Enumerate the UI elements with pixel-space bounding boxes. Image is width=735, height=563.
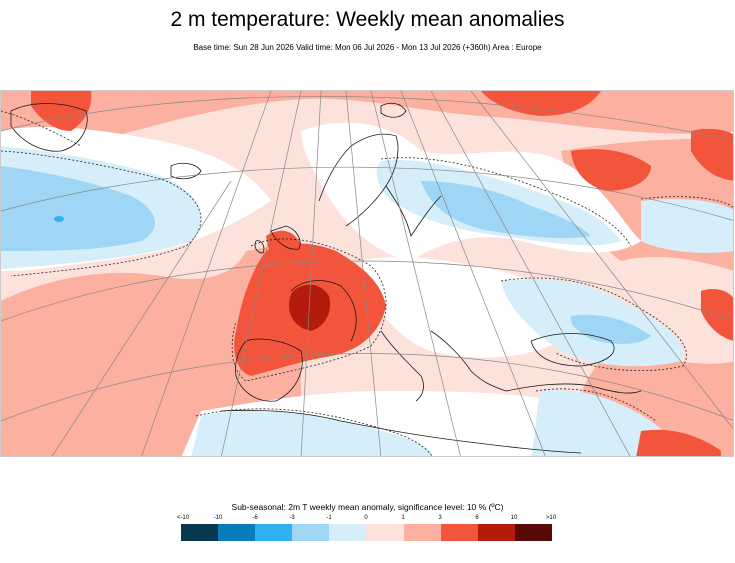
legend-tick: 6 — [475, 515, 479, 521]
legend-tick: -3 — [289, 515, 295, 521]
coastline-north-africa — [220, 409, 582, 454]
legend-swatch-4 — [329, 524, 367, 541]
positive-strong-region-arctic-north — [481, 91, 601, 116]
meridian-1 — [51, 180, 232, 456]
legend-tick: <-10 — [176, 515, 190, 521]
positive-medium-region-atlantic — [1, 241, 301, 456]
legend-swatch-7 — [440, 524, 478, 541]
legend-swatch-0 — [181, 524, 219, 541]
legend-swatch-2 — [255, 524, 293, 541]
graticule — [1, 91, 733, 456]
parallel-1 — [1, 96, 733, 141]
legend-swatch-6 — [403, 524, 441, 541]
meridian-3 — [221, 91, 302, 456]
coastline-iberia — [235, 338, 303, 402]
coastline-ireland — [254, 240, 265, 254]
legend-swatch-5 — [366, 524, 404, 541]
coastline-greenland — [10, 103, 88, 152]
contour-8 — [1, 110, 82, 147]
coastline-norway — [318, 133, 399, 227]
negative-strong-spot — [54, 216, 64, 222]
meridian-7 — [400, 91, 546, 456]
coastline-turkey — [505, 383, 642, 394]
meridian-2 — [141, 91, 272, 456]
legend-tick: -10 — [213, 515, 223, 521]
coastline-black-sea — [530, 333, 615, 367]
parallel-3 — [1, 260, 733, 322]
legend-color-bar — [181, 524, 552, 541]
coastline-italy — [380, 330, 424, 402]
legend-tick: 10 — [510, 515, 518, 521]
coastline-svalbard — [380, 102, 407, 118]
legend-swatch-3 — [292, 524, 330, 541]
coastline-iceland — [170, 162, 202, 180]
anomaly-map — [0, 90, 734, 457]
legend-tick-labels: <-10 -10 -6 -3 -1 0 1 3 6 10 >10 — [0, 515, 735, 525]
parallel-2 — [1, 166, 733, 221]
significance-contours — [1, 110, 733, 456]
legend-tick: 0 — [364, 515, 368, 521]
negative-medium-region-atlantic — [1, 166, 155, 251]
meridian-8 — [430, 91, 631, 456]
chart-subtitle: Base time: Sun 28 Jun 2026 Valid time: M… — [193, 43, 542, 52]
meridian-4 — [300, 91, 322, 456]
contour-2 — [380, 157, 632, 247]
positive-strong-region-urals-east — [691, 128, 733, 181]
meridian-5 — [345, 91, 382, 456]
coastline-france — [290, 280, 357, 342]
positive-strong-region-ural — [571, 149, 651, 191]
legend-tick: >10 — [545, 515, 557, 521]
negative-medium-region-turkey — [570, 314, 651, 344]
legend-swatch-1 — [218, 524, 256, 541]
contour-3 — [231, 238, 387, 382]
legend-tick: -6 — [252, 515, 258, 521]
legend-tick: 1 — [401, 515, 405, 521]
coastline-balkans — [430, 330, 507, 392]
negative-medium-region-russia — [421, 181, 591, 239]
legend-swatch-9 — [514, 524, 552, 541]
chart-title: 2 m temperature: Weekly mean anomalies — [170, 8, 565, 31]
negative-light-region-east — [641, 199, 733, 253]
meridian-6 — [370, 91, 461, 456]
legend-tick: -1 — [326, 515, 332, 521]
contour-6 — [535, 388, 657, 422]
positive-very-strong-region-france — [289, 284, 331, 331]
legend-title: Sub-seasonal: 2m T weekly mean anomaly, … — [231, 502, 504, 512]
legend-swatch-8 — [477, 524, 515, 541]
contour-7 — [640, 196, 733, 208]
coastline-uk — [270, 225, 301, 250]
coastline-sweden-finland — [385, 185, 442, 237]
parallel-4 — [1, 353, 733, 422]
contour-5 — [195, 408, 433, 456]
positive-strong-region-middle-east — [636, 429, 721, 456]
negative-light-region-north-africa — [191, 410, 431, 456]
meridian-9 — [470, 91, 733, 429]
coastlines — [10, 102, 642, 454]
legend-tick: 3 — [438, 515, 442, 521]
